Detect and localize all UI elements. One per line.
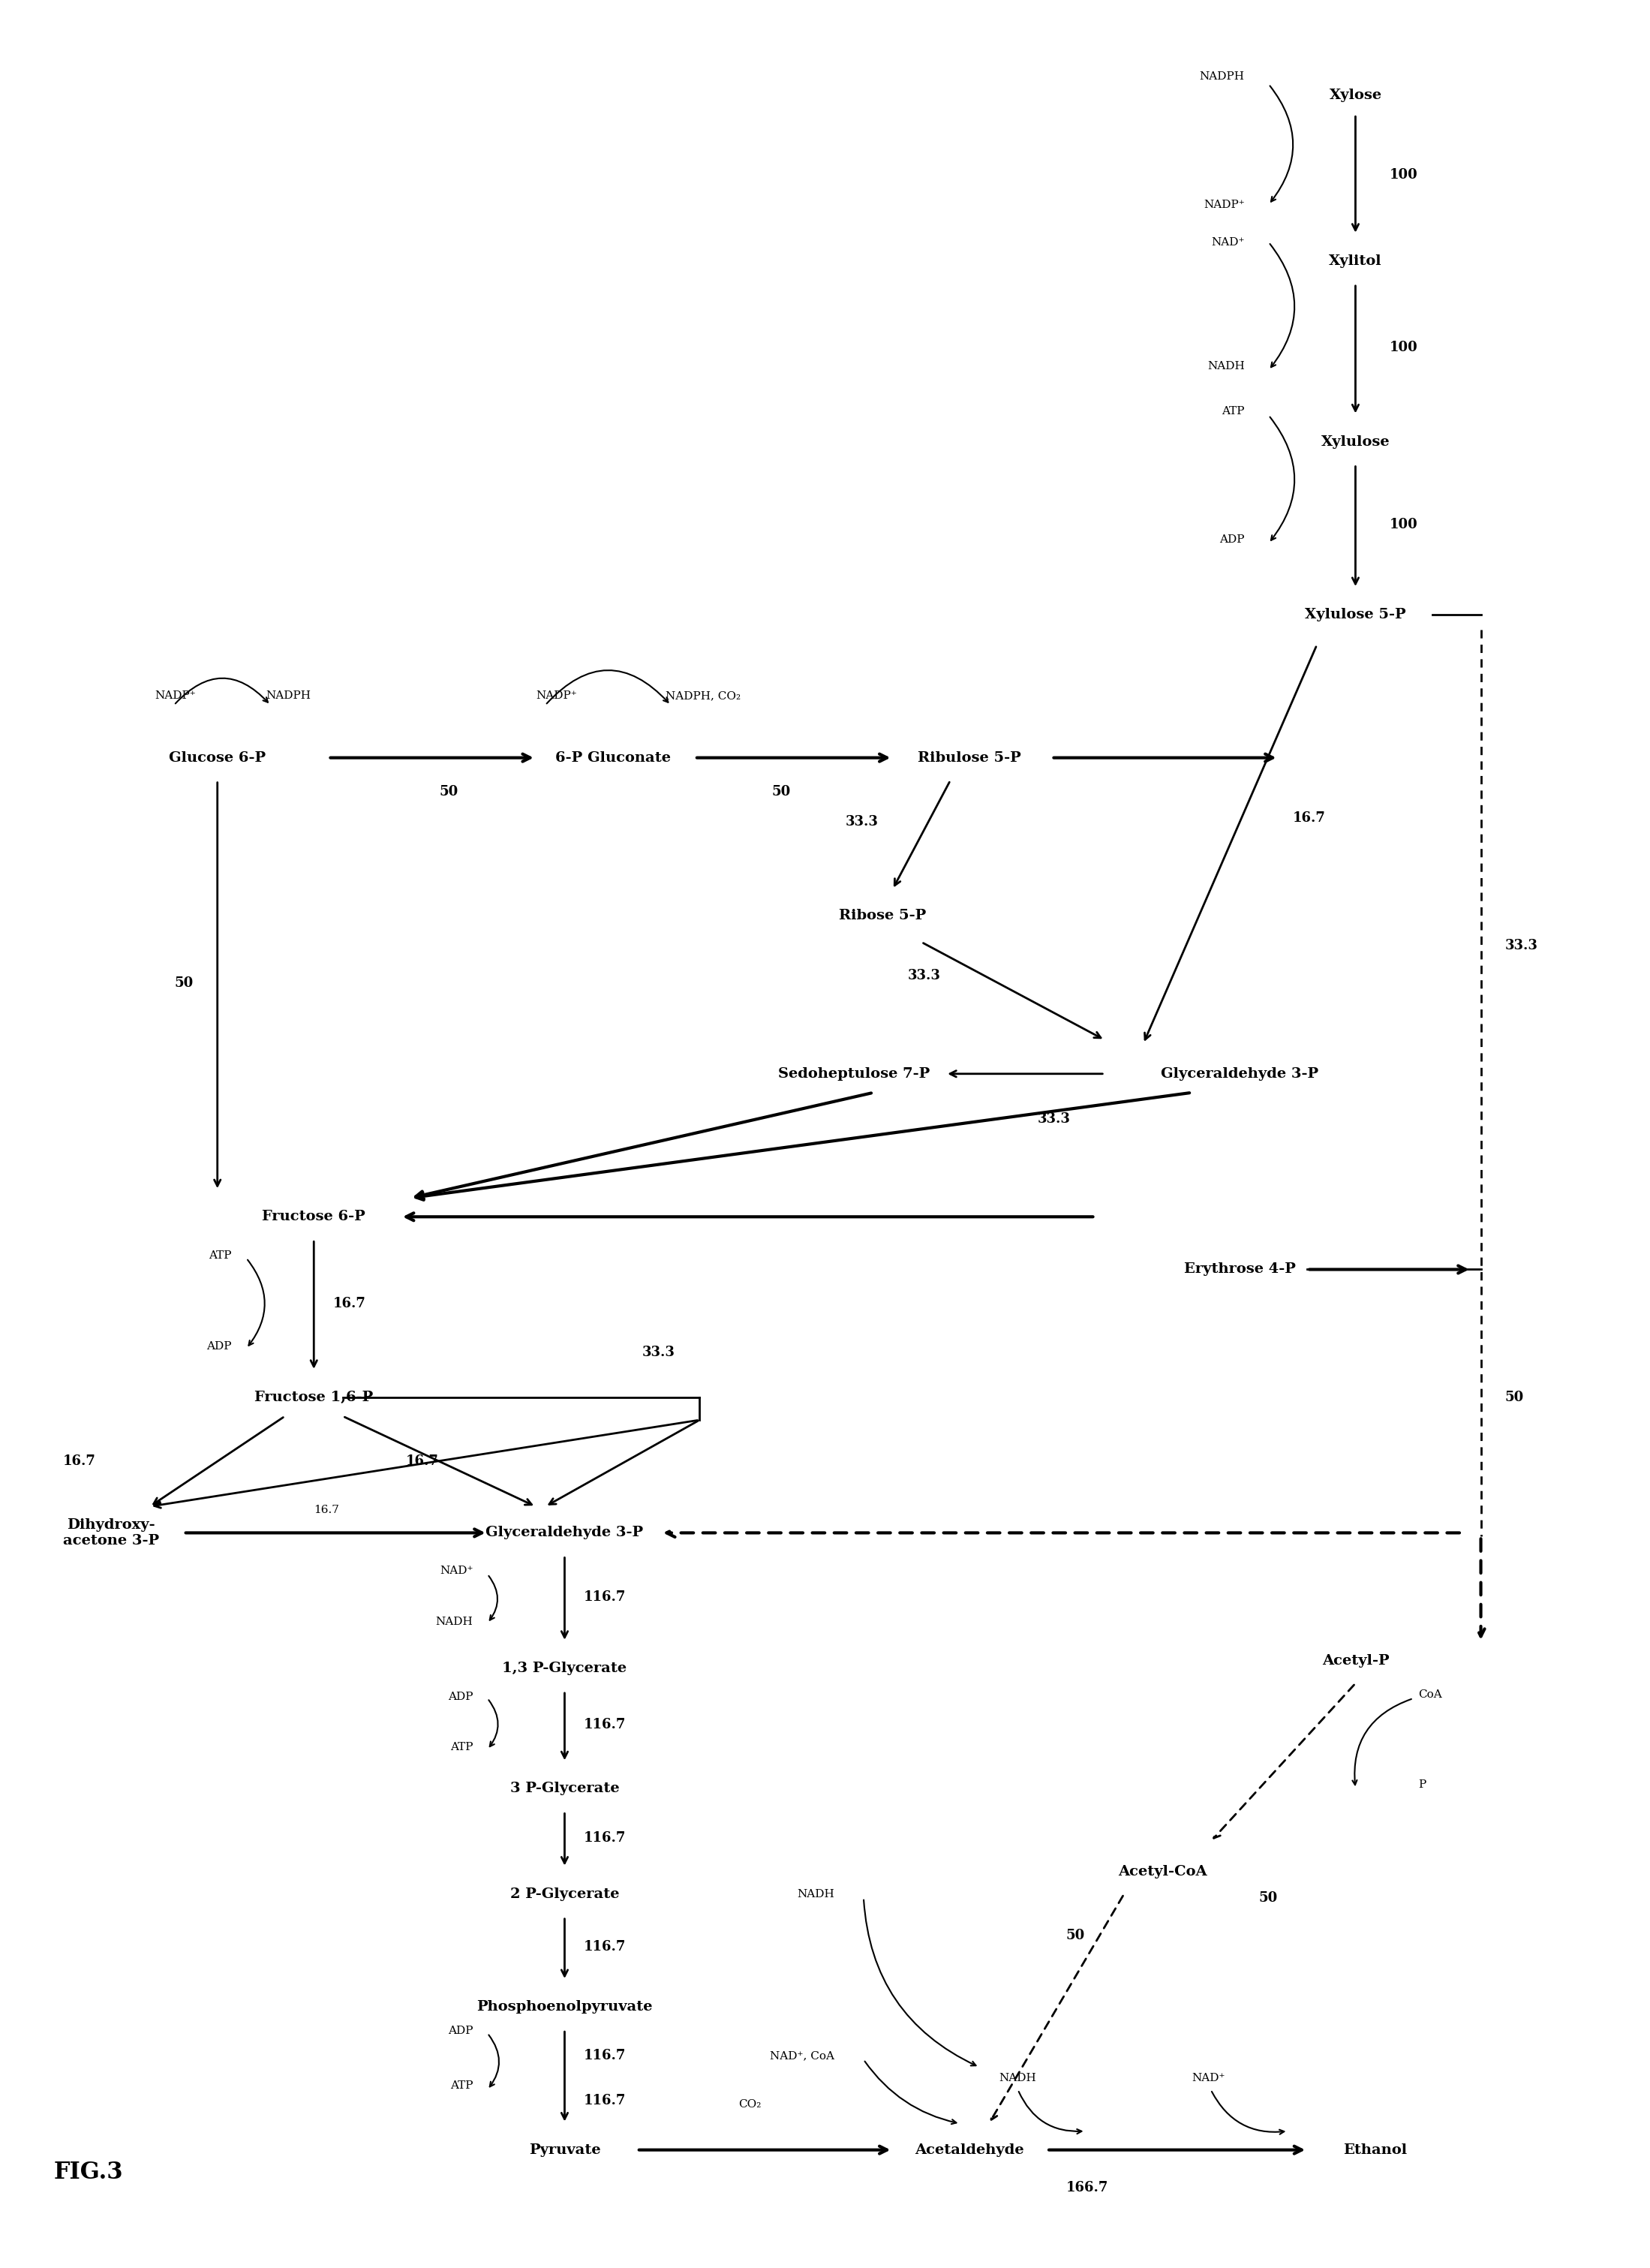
Text: Fructose 6-P: Fructose 6-P	[262, 1211, 366, 1222]
Text: Acetyl-P: Acetyl-P	[1322, 1653, 1389, 1667]
Text: CoA: CoA	[1417, 1690, 1442, 1701]
Text: NAD⁺: NAD⁺	[1191, 2073, 1224, 2084]
Text: FIG.3: FIG.3	[53, 2161, 124, 2184]
Text: 33.3: 33.3	[908, 968, 940, 982]
Text: 50: 50	[1505, 1390, 1525, 1404]
Text: 116.7: 116.7	[584, 1717, 627, 1730]
Text: NADPH: NADPH	[266, 692, 310, 701]
Text: ADP: ADP	[206, 1340, 233, 1352]
Text: 100: 100	[1389, 340, 1417, 354]
Text: 33.3: 33.3	[1505, 939, 1538, 953]
Text: CO₂: CO₂	[738, 2100, 761, 2109]
Text: NADP⁺: NADP⁺	[155, 692, 196, 701]
Text: Xylulose 5-P: Xylulose 5-P	[1305, 608, 1406, 621]
Text: NAD⁺: NAD⁺	[1211, 236, 1244, 247]
Text: Ribulose 5-P: Ribulose 5-P	[917, 751, 1021, 764]
Text: 1,3 P-Glycerate: 1,3 P-Glycerate	[502, 1662, 627, 1676]
Text: 33.3: 33.3	[1038, 1111, 1071, 1125]
Text: 100: 100	[1389, 517, 1417, 531]
Text: ADP: ADP	[447, 2025, 474, 2037]
Text: NADH: NADH	[797, 1889, 835, 1898]
Text: 2 P-Glycerate: 2 P-Glycerate	[510, 1887, 619, 1901]
Text: Acetyl-CoA: Acetyl-CoA	[1119, 1864, 1208, 1878]
Text: ADP: ADP	[1219, 535, 1244, 544]
Text: P: P	[1417, 1780, 1426, 1789]
Text: NADP⁺: NADP⁺	[1203, 200, 1244, 211]
Text: 166.7: 166.7	[1066, 2182, 1109, 2195]
Text: ADP: ADP	[447, 1692, 474, 1703]
Text: NADP⁺: NADP⁺	[536, 692, 578, 701]
Text: Glyceraldehyde 3-P: Glyceraldehyde 3-P	[1162, 1066, 1318, 1080]
Text: Erythrose 4-P: Erythrose 4-P	[1183, 1263, 1295, 1277]
Text: NADH: NADH	[998, 2073, 1036, 2084]
Text: 100: 100	[1389, 168, 1417, 181]
Text: Ribose 5-P: Ribose 5-P	[840, 909, 927, 923]
Text: Sedoheptulose 7-P: Sedoheptulose 7-P	[779, 1066, 931, 1080]
Text: 50: 50	[175, 978, 193, 991]
Text: ATP: ATP	[1221, 406, 1244, 417]
Text: 33.3: 33.3	[845, 814, 878, 828]
Text: Dihydroxy-
acetone 3-P: Dihydroxy- acetone 3-P	[63, 1517, 160, 1547]
Text: Xylitol: Xylitol	[1328, 254, 1383, 268]
Text: Phosphoenolpyruvate: Phosphoenolpyruvate	[477, 2000, 652, 2014]
Text: 6-P Gluconate: 6-P Gluconate	[554, 751, 670, 764]
Text: 16.7: 16.7	[63, 1454, 96, 1467]
Text: 116.7: 116.7	[584, 2093, 627, 2107]
Text: 116.7: 116.7	[584, 1939, 627, 1953]
Text: Acetaldehyde: Acetaldehyde	[916, 2143, 1025, 2157]
Text: 116.7: 116.7	[584, 1830, 627, 1844]
Text: Xylose: Xylose	[1330, 88, 1381, 102]
Text: Glyceraldehyde 3-P: Glyceraldehyde 3-P	[485, 1526, 644, 1540]
Text: ATP: ATP	[450, 1742, 474, 1753]
Text: Xylulose: Xylulose	[1322, 435, 1389, 449]
Text: NAD⁺, CoA: NAD⁺, CoA	[771, 2050, 835, 2062]
Text: 116.7: 116.7	[584, 1590, 627, 1603]
Text: ATP: ATP	[450, 2080, 474, 2091]
Text: 50: 50	[439, 785, 459, 798]
Text: ATP: ATP	[210, 1250, 233, 1261]
Text: NADH: NADH	[436, 1617, 474, 1626]
Text: 50: 50	[1066, 1928, 1086, 1941]
Text: Glucose 6-P: Glucose 6-P	[168, 751, 266, 764]
Text: 33.3: 33.3	[642, 1345, 675, 1359]
Text: 16.7: 16.7	[406, 1454, 439, 1467]
Text: 3 P-Glycerate: 3 P-Glycerate	[510, 1783, 619, 1796]
Text: NADH: NADH	[1208, 361, 1244, 372]
Text: Pyruvate: Pyruvate	[528, 2143, 601, 2157]
Text: 16.7: 16.7	[314, 1506, 340, 1515]
Text: Ethanol: Ethanol	[1343, 2143, 1407, 2157]
Text: 50: 50	[1259, 1892, 1279, 1905]
Text: NADPH, CO₂: NADPH, CO₂	[667, 692, 741, 701]
Text: Fructose 1,6-P: Fructose 1,6-P	[254, 1390, 373, 1404]
Text: 50: 50	[772, 785, 790, 798]
Text: 16.7: 16.7	[1292, 812, 1325, 826]
Text: NAD⁺: NAD⁺	[439, 1565, 474, 1576]
Text: NADPH: NADPH	[1200, 73, 1244, 82]
Text: 16.7: 16.7	[333, 1297, 366, 1311]
Text: 116.7: 116.7	[584, 2048, 627, 2062]
